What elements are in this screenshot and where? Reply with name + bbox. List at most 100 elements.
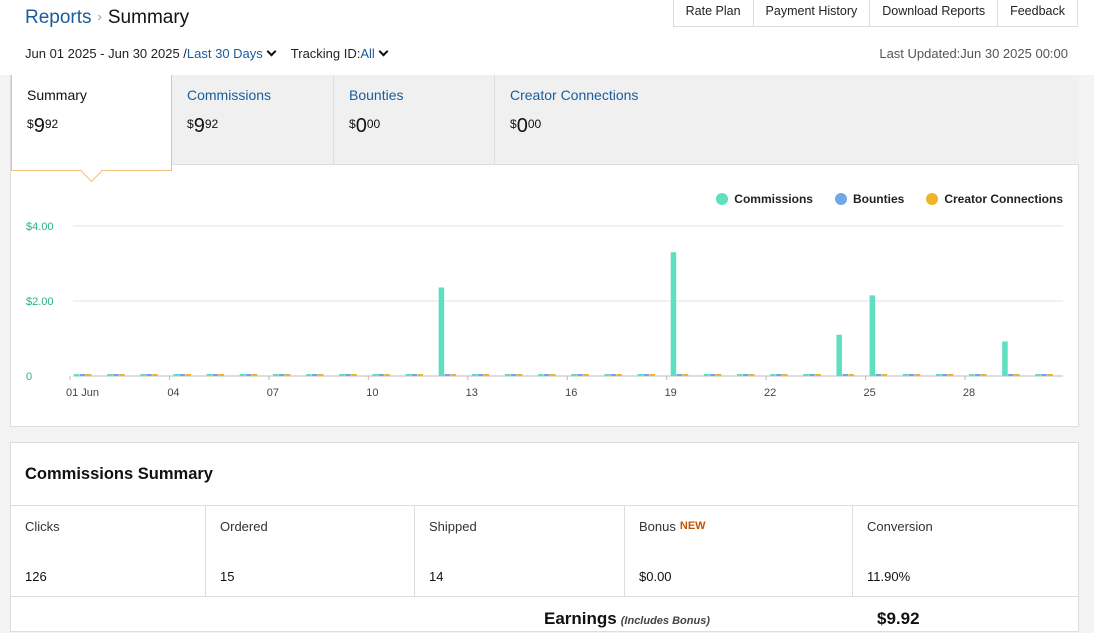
bar-commissions — [969, 374, 975, 376]
rate-plan-button[interactable]: Rate Plan — [673, 0, 754, 26]
tab-amount: $000 — [349, 115, 381, 137]
bar-creator-connections — [516, 374, 523, 376]
feedback-button[interactable]: Feedback — [998, 0, 1078, 26]
metric-value: 126 — [25, 569, 47, 584]
bar-creator-connections — [251, 374, 258, 376]
x-tick-label: 16 — [565, 387, 577, 399]
bar-commissions — [836, 334, 842, 376]
breadcrumb-reports-link[interactable]: Reports — [25, 7, 92, 28]
legend-commissions[interactable]: Commissions — [716, 192, 813, 206]
bar-creator-connections — [649, 374, 656, 376]
bar-bounties — [312, 374, 318, 376]
metric-label: Conversion — [867, 519, 933, 534]
tab-amount: $992 — [27, 115, 59, 137]
tracking-id-dropdown[interactable]: All — [360, 46, 375, 61]
new-badge: NEW — [679, 520, 706, 532]
bar-bounties — [776, 374, 782, 376]
legend-bounties[interactable]: Bounties — [834, 192, 905, 206]
earnings-label: Earnings (Includes Bonus) — [544, 609, 710, 628]
last-updated-text: Last Updated:Jun 30 2025 00:00 — [879, 46, 1068, 61]
bar-commissions — [571, 374, 577, 376]
bar-commissions — [206, 374, 213, 376]
bar-bounties — [908, 374, 915, 376]
metric-label: Clicks — [25, 519, 60, 534]
bar-commissions — [935, 374, 942, 376]
bar-bounties — [146, 374, 152, 376]
bar-creator-connections — [616, 374, 622, 376]
bar-creator-connections — [86, 374, 92, 376]
tab-label: Creator Connections — [510, 87, 639, 103]
earnings-chart-card: Summary $992 Commissions $992 Bounties $… — [10, 75, 1079, 427]
bar-commissions — [372, 374, 378, 376]
chart-legend: Commissions Bounties Creator Connections — [694, 192, 1063, 206]
summary-tabs: Summary $992 Commissions $992 Bounties $… — [11, 75, 1079, 171]
bar-commissions — [703, 374, 710, 376]
legend-dot-icon — [716, 193, 729, 205]
chevron-down-icon[interactable] — [266, 46, 277, 57]
metric-value: 11.90% — [867, 569, 911, 584]
bar-bounties — [444, 374, 451, 376]
y-tick-label: $4.00 — [26, 221, 54, 233]
x-tick-label: 25 — [863, 387, 875, 399]
bar-commissions — [74, 374, 80, 376]
legend-label: Bounties — [852, 192, 905, 206]
tab-amount: $992 — [187, 115, 219, 137]
bar-creator-connections — [284, 374, 291, 376]
earnings-note: (Includes Bonus) — [620, 615, 710, 627]
legend-dot-icon — [834, 193, 847, 205]
legend-dot-icon — [926, 193, 939, 205]
bar-creator-connections — [815, 374, 821, 376]
bar-bounties — [179, 374, 185, 376]
metric-bonus: Bonus NEW $0.00 — [625, 506, 853, 597]
bar-bounties — [544, 374, 550, 376]
download-reports-button[interactable]: Download Reports — [870, 0, 999, 26]
bar-creator-connections — [782, 374, 788, 376]
bar-commissions — [770, 374, 776, 376]
payment-history-button[interactable]: Payment History — [753, 0, 871, 26]
bar-commissions — [405, 374, 411, 376]
x-tick-label: 01 Jun — [66, 387, 99, 399]
bar-creator-connections — [848, 374, 854, 376]
tab-bounties[interactable]: Bounties $000 — [334, 75, 495, 165]
chevron-down-icon[interactable] — [378, 46, 389, 57]
x-tick-label: 13 — [466, 387, 478, 399]
bar-commissions — [803, 374, 809, 376]
bar-commissions — [239, 374, 246, 376]
x-tick-label: 19 — [665, 387, 677, 399]
tab-label: Commissions — [187, 87, 272, 103]
bar-bounties — [809, 374, 815, 376]
date-range-dropdown[interactable]: Last 30 Days — [186, 46, 263, 61]
metric-value: $0.00 — [639, 569, 672, 584]
bar-commissions — [604, 374, 610, 376]
bar-bounties — [1041, 374, 1047, 376]
bar-creator-connections — [152, 374, 158, 376]
bar-creator-connections — [483, 374, 490, 376]
x-tick-label: 07 — [267, 387, 279, 399]
metric-label: Ordered — [220, 519, 268, 534]
tracking-id-label: Tracking ID: — [290, 46, 361, 61]
bar-bounties — [212, 374, 219, 376]
report-header: Reports › Summary Rate Plan Payment Histor… — [0, 0, 1094, 75]
bar-creator-connections — [119, 374, 125, 376]
bar-commissions — [306, 374, 312, 376]
tab-commissions[interactable]: Commissions $992 — [172, 75, 334, 165]
bar-bounties — [577, 374, 583, 376]
bar-commissions — [538, 374, 544, 376]
bar-bounties — [676, 374, 683, 376]
metric-value: 15 — [220, 569, 235, 584]
metric-label: Shipped — [429, 519, 477, 534]
bar-bounties — [875, 374, 882, 376]
legend-creator-connections[interactable]: Creator Connections — [926, 192, 1063, 206]
tab-creator-connections[interactable]: Creator Connections $000 — [495, 75, 1079, 165]
bar-bounties — [743, 374, 749, 376]
bar-creator-connections — [351, 374, 357, 376]
date-range-text: Jun 01 2025 - Jun 30 2025 / — [25, 46, 187, 61]
bar-bounties — [975, 374, 981, 376]
bar-bounties — [113, 374, 119, 376]
bar-commissions — [173, 374, 179, 376]
bar-creator-connections — [881, 374, 888, 376]
bar-commissions — [737, 374, 743, 376]
tab-summary[interactable]: Summary $992 — [11, 75, 172, 171]
x-tick-label: 10 — [366, 387, 378, 399]
metric-value: 14 — [429, 569, 444, 584]
